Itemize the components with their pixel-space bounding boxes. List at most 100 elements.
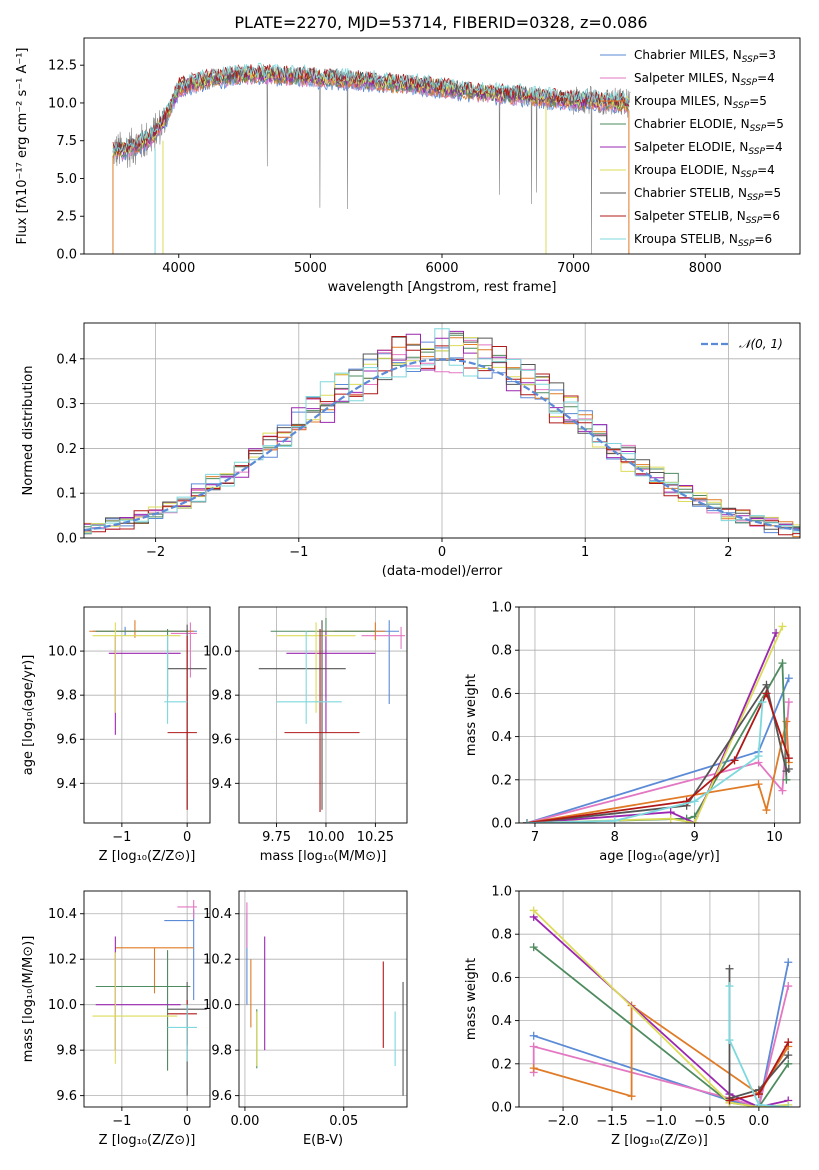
y-tick-label: 10.0	[48, 998, 77, 1013]
normal-curve-line	[84, 358, 800, 532]
legend-label: Chabrier ELODIE, NSSP=5	[634, 117, 784, 134]
x-tick-label: 0.05	[329, 1114, 358, 1129]
weight-point-marker	[784, 674, 793, 683]
y-tick-label: 0.8	[491, 644, 512, 659]
x-tick-label: −1	[289, 545, 308, 560]
y-tick-label: 9.6	[56, 733, 77, 748]
x-tick-label: 7000	[557, 261, 590, 276]
weight-series-line	[526, 701, 764, 823]
x-tick-label: 2	[724, 545, 732, 560]
y-tick-label: 10.0	[203, 645, 232, 660]
weight-point-marker	[690, 797, 699, 806]
y-tick-label: 0.2	[491, 773, 512, 788]
weight-point-marker	[725, 1036, 734, 1045]
weight-point-marker	[754, 1090, 763, 1099]
y-tick-label: 2.5	[56, 210, 77, 225]
y-tick-label: 0.4	[491, 1014, 512, 1029]
x-axis-label: (data-model)/error	[382, 564, 503, 579]
weight-point-marker	[725, 964, 734, 973]
model-spectrum-line	[112, 66, 630, 157]
x-axis-label: Z [log₁₀(Z/Z⊙)]	[99, 1133, 196, 1148]
age-vs-Z-plot-area	[89, 620, 207, 810]
x-tick-label: 10.00	[307, 830, 344, 845]
spectrum-plot-area	[112, 62, 631, 254]
weight-point-marker	[762, 689, 771, 698]
weight-point-marker	[784, 765, 793, 773]
x-tick-label: 10.25	[357, 830, 394, 845]
axes-frame	[518, 890, 801, 1108]
x-tick-label: 0	[183, 830, 191, 845]
y-tick-label: 10.0	[203, 998, 232, 1013]
y-axis-label: age [log₁₀(age/yr)]	[21, 655, 36, 776]
legend-label: Kroupa MILES, NSSP=5	[634, 94, 767, 111]
weight-point-marker	[778, 622, 787, 631]
y-tick-label: 0.0	[56, 248, 77, 263]
weight-point-marker	[782, 775, 791, 784]
weight-series-line	[526, 660, 788, 823]
x-tick-label: −1.5	[596, 1114, 628, 1129]
weight-point-marker	[666, 814, 675, 823]
y-tick-label: 10.4	[48, 907, 77, 922]
x-tick-label: 0	[438, 545, 446, 560]
histogram-step-line	[84, 336, 800, 536]
x-tick-label: 5000	[294, 261, 327, 276]
y-tick-label: 9.6	[211, 733, 232, 748]
legend-label: Salpeter ELODIE, NSSP=4	[634, 140, 783, 157]
y-tick-label: 0.4	[491, 730, 512, 745]
y-axis-label: mass weight	[464, 958, 479, 1040]
legend-label: 𝒩(0, 1)	[739, 337, 783, 351]
model-spectrum-line	[112, 62, 630, 154]
weight-vs-Z-plot-area	[529, 906, 793, 1107]
x-tick-label: −1	[112, 1114, 131, 1129]
y-tick-label: 0.3	[56, 397, 77, 412]
weight-point-marker	[784, 1051, 793, 1060]
y-tick-label: 0.0	[491, 817, 512, 832]
plot-layer: Chabrier MILES, NSSP=3 Salpeter MILES, NS…	[15, 37, 801, 1148]
legend-label: Chabrier MILES, NSSP=3	[634, 48, 776, 65]
x-tick-label: 0.00	[230, 1114, 259, 1129]
weight-series-line	[728, 986, 789, 1107]
x-tick-label: 9.75	[262, 830, 291, 845]
y-tick-label: 0.2	[491, 1057, 512, 1072]
x-tick-label: 9	[690, 830, 698, 845]
histogram-panel: 𝒩(0, 1) −2 −1 0 1 2 0.0 0.1 0.2 0.3 0.4 (data-model…	[21, 322, 801, 579]
y-tick-label: 0.2	[56, 442, 77, 457]
spectrum-legend: Chabrier MILES, NSSP=3 Salpeter MILES, NS…	[600, 48, 784, 249]
weight-point-marker	[784, 754, 793, 763]
y-tick-label: 12.5	[48, 59, 77, 74]
weight-point-marker	[610, 816, 619, 823]
weight-point-marker	[784, 982, 793, 991]
weight-point-marker	[754, 752, 763, 761]
weight-point-marker	[529, 1031, 538, 1040]
axes-frame	[83, 890, 211, 1108]
weight-point-marker	[784, 698, 793, 707]
weight-series-line	[526, 632, 777, 823]
y-tick-label: 9.4	[56, 777, 77, 792]
y-tick-label: 9.8	[211, 1044, 232, 1059]
weight-point-marker	[784, 1059, 793, 1068]
histogram-step-line	[84, 339, 800, 533]
x-tick-label: −2	[146, 545, 165, 560]
y-tick-label: 0.0	[491, 1101, 512, 1116]
mass-vs-Z-panel: −1 0 9.6 9.8 10.0 10.2 10.4 Z [log₁₀(Z/Z⊙)] mass…	[21, 890, 211, 1148]
y-tick-label: 9.8	[56, 689, 77, 704]
x-tick-label: 0.0	[749, 1114, 770, 1129]
x-tick-label: 6000	[425, 261, 458, 276]
x-tick-label: 4000	[162, 261, 195, 276]
y-tick-label: 10.0	[48, 645, 77, 660]
y-axis-label: mass weight	[464, 674, 479, 756]
weight-series-line	[526, 626, 784, 823]
axes-frame	[83, 606, 211, 824]
x-tick-label: 8000	[689, 261, 722, 276]
weight-point-marker	[627, 1092, 636, 1101]
weight-point-marker	[529, 1064, 538, 1073]
axes-frame	[238, 606, 408, 824]
weight-point-marker	[725, 1096, 734, 1105]
y-tick-label: 0.6	[491, 971, 512, 986]
axes-frame	[238, 890, 408, 1108]
y-tick-label: 1.0	[491, 885, 512, 900]
legend-label: Kroupa STELIB, NSSP=6	[634, 232, 772, 249]
x-axis-label: wavelength [Angstrom, rest frame]	[328, 280, 557, 295]
x-tick-label: −1.0	[645, 1114, 677, 1129]
